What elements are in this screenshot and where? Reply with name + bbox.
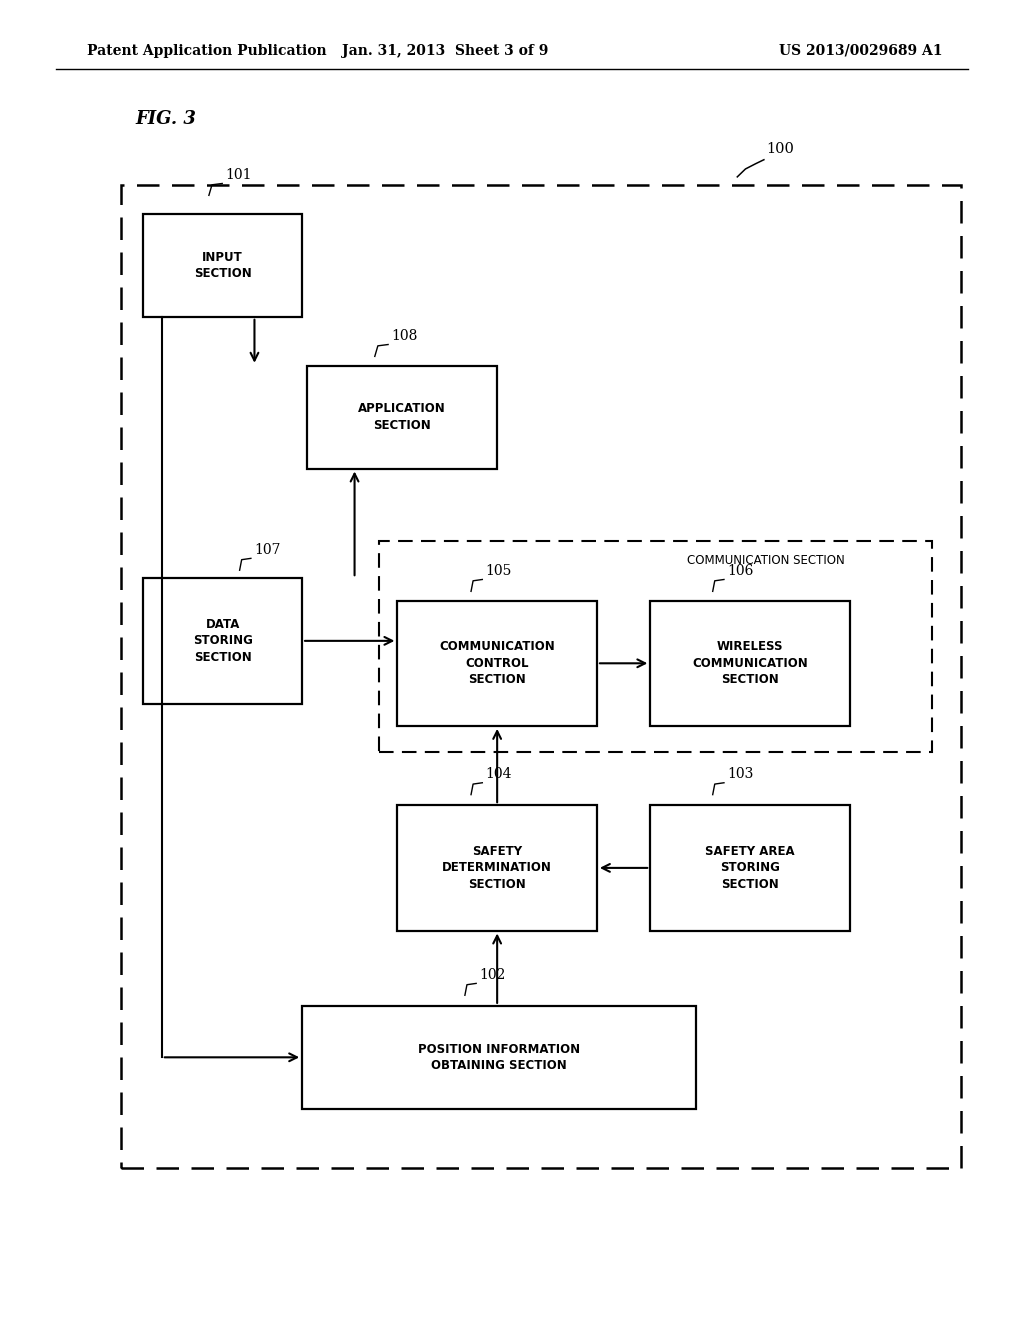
Text: Patent Application Publication: Patent Application Publication <box>87 44 327 58</box>
Text: INPUT
SECTION: INPUT SECTION <box>194 251 252 280</box>
Text: COMMUNICATION SECTION: COMMUNICATION SECTION <box>687 554 845 568</box>
Text: 100: 100 <box>766 141 794 156</box>
Bar <box>379 541 932 752</box>
Bar <box>397 805 597 931</box>
Text: 104: 104 <box>485 767 512 781</box>
Text: 105: 105 <box>485 564 512 578</box>
Text: 108: 108 <box>391 329 418 343</box>
Text: FIG. 3: FIG. 3 <box>135 110 196 128</box>
Bar <box>307 366 497 469</box>
Text: 107: 107 <box>254 543 281 557</box>
Bar <box>121 185 961 1168</box>
Text: Jan. 31, 2013  Sheet 3 of 9: Jan. 31, 2013 Sheet 3 of 9 <box>342 44 549 58</box>
Text: POSITION INFORMATION
OBTAINING SECTION: POSITION INFORMATION OBTAINING SECTION <box>418 1043 581 1072</box>
Text: 101: 101 <box>225 168 252 182</box>
Text: 106: 106 <box>727 564 754 578</box>
Text: WIRELESS
COMMUNICATION
SECTION: WIRELESS COMMUNICATION SECTION <box>692 640 808 686</box>
Bar <box>650 805 850 931</box>
Text: DATA
STORING
SECTION: DATA STORING SECTION <box>193 618 253 664</box>
Text: APPLICATION
SECTION: APPLICATION SECTION <box>358 403 445 432</box>
Text: SAFETY AREA
STORING
SECTION: SAFETY AREA STORING SECTION <box>706 845 795 891</box>
Text: 103: 103 <box>727 767 754 781</box>
Text: US 2013/0029689 A1: US 2013/0029689 A1 <box>778 44 942 58</box>
Text: 102: 102 <box>479 968 506 982</box>
Bar <box>397 601 597 726</box>
Bar <box>143 578 302 704</box>
Text: SAFETY
DETERMINATION
SECTION: SAFETY DETERMINATION SECTION <box>442 845 552 891</box>
Text: COMMUNICATION
CONTROL
SECTION: COMMUNICATION CONTROL SECTION <box>439 640 555 686</box>
Bar <box>650 601 850 726</box>
Bar <box>302 1006 696 1109</box>
Bar <box>143 214 302 317</box>
